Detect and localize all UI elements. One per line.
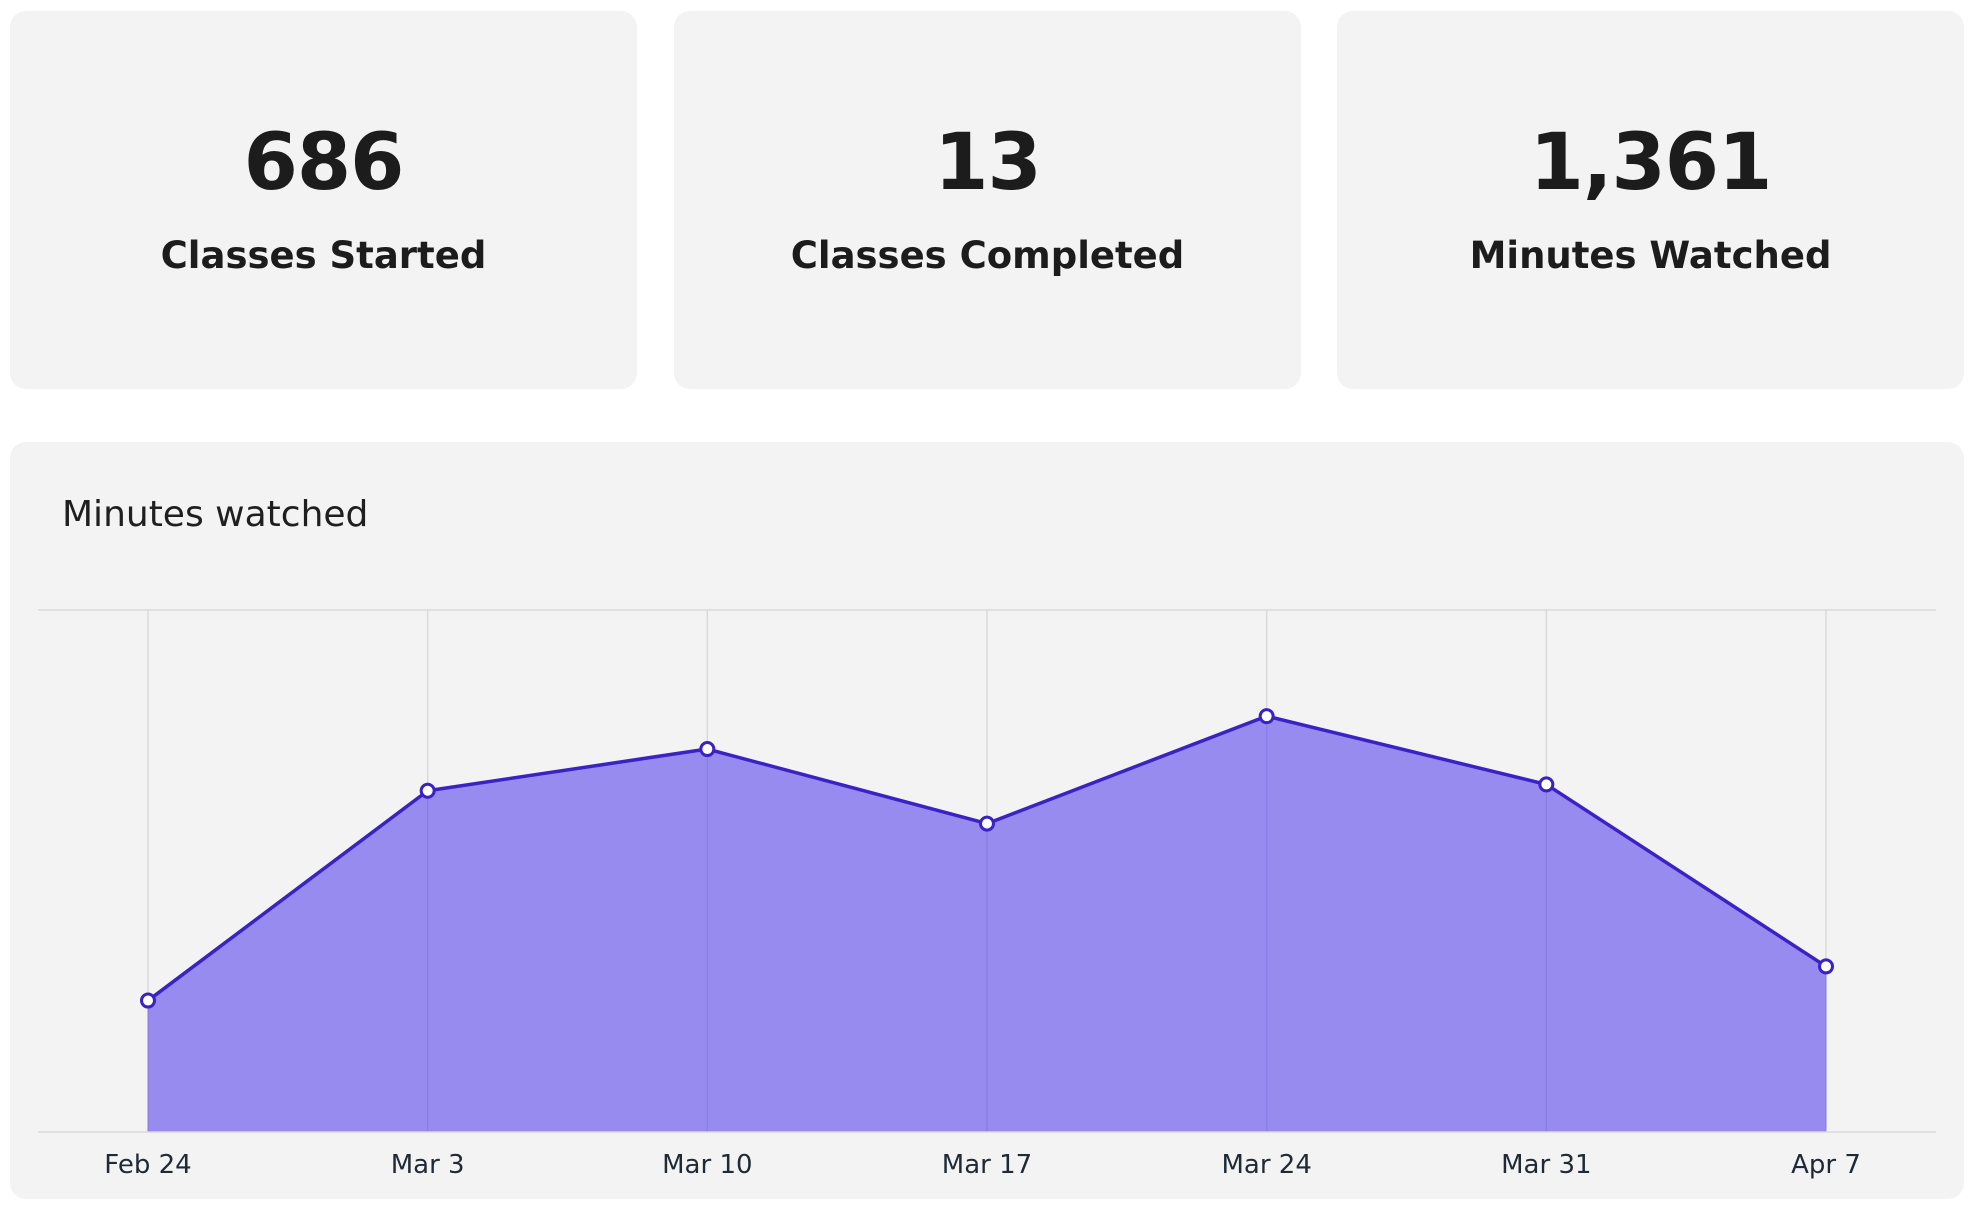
x-tick-label: Apr 7: [1791, 1150, 1861, 1180]
x-tick-label: Mar 24: [1221, 1150, 1311, 1180]
x-tick-label: Mar 31: [1501, 1150, 1591, 1180]
stat-card-minutes-watched: 1,361 Minutes Watched: [1337, 11, 1964, 389]
data-point: [140, 992, 156, 1009]
stats-row: 686 Classes Started 13 Classes Completed…: [10, 11, 1964, 389]
data-point: [1538, 776, 1555, 793]
stat-label: Minutes Watched: [1469, 234, 1832, 277]
stat-value: 686: [243, 118, 405, 208]
data-point: [699, 741, 716, 758]
x-tick-label: Mar 17: [942, 1150, 1032, 1180]
stat-value: 13: [934, 118, 1042, 208]
x-tick-label: Mar 10: [662, 1150, 752, 1180]
stat-card-classes-completed: 13 Classes Completed: [674, 11, 1301, 389]
stat-label: Classes Completed: [790, 234, 1185, 277]
data-point: [419, 782, 436, 799]
stat-value: 1,361: [1529, 118, 1773, 208]
data-point: [979, 815, 995, 832]
x-tick-label: Feb 24: [104, 1150, 191, 1180]
data-point: [1818, 958, 1834, 975]
stat-label: Classes Started: [160, 234, 487, 277]
minutes-watched-chart: Feb 24 Mar 3 Mar 10 Mar 17 Mar 24 Mar 31 Apr 7: [38, 609, 1936, 1180]
data-point: [1258, 708, 1275, 725]
x-tick-label: Mar 3: [391, 1150, 465, 1180]
minutes-watched-chart-card: Minutes watched Feb 24 Mar 3 Mar 10 Mar 17 M…: [10, 442, 1964, 1199]
stat-card-classes-started: 686 Classes Started: [10, 11, 637, 389]
chart-title: Minutes watched: [62, 494, 369, 535]
